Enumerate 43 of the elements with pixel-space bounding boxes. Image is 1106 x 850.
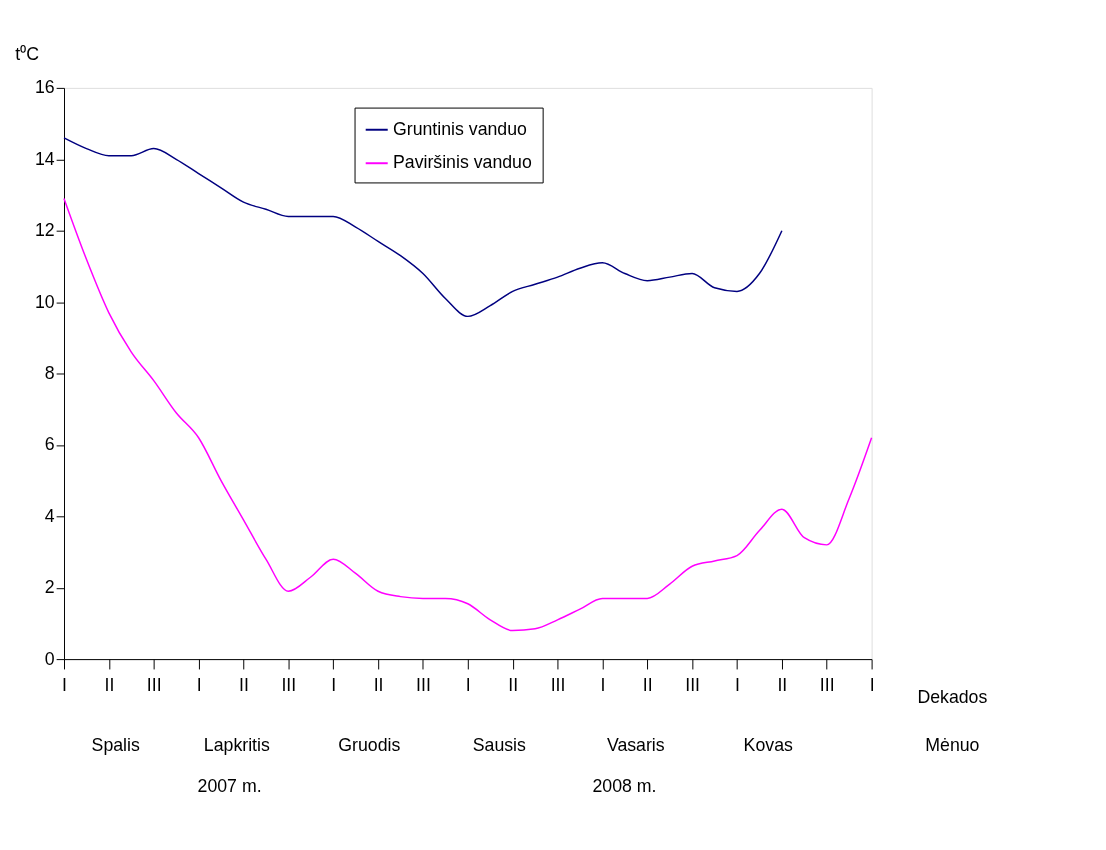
x-tick-label: III [685,675,701,696]
x-tick-label: I [62,675,67,696]
x-tick-label: I [465,675,471,696]
text: Sausis [472,734,527,755]
text: 2007 m. [197,776,262,797]
x-tick-label: III [146,675,162,696]
y-tick-label: 12 [34,220,55,241]
text: Mėnuo [925,734,980,755]
x-tick-label: III [281,675,297,696]
y-tick-label: 16 [34,77,55,98]
y-tick-label: 14 [34,148,55,169]
y-tick-label: 2 [44,577,55,598]
x-tick-label: I [600,675,606,696]
x-tick-label: II [239,675,249,696]
x-tick-label: III [550,675,566,696]
y-axis-title: t⁰C [15,43,40,64]
text: Vasaris [606,734,665,755]
text: Spalis [91,734,140,755]
x-tick-label: III [819,675,835,696]
x-tick-label: I [196,675,202,696]
x-tick-label: II [777,675,788,696]
x-tick-label: III [416,675,431,696]
text: 2008 m. [592,776,657,797]
x-tick-label: I [331,675,337,696]
x-tick-label: I [869,675,875,696]
text: Lapkritis [203,734,270,755]
y-tick-label: 6 [44,434,55,455]
y-tick-label: 10 [34,291,55,312]
x-tick-label: II [104,675,115,696]
y-tick-label: 0 [44,648,55,669]
x-tick-label: II [642,675,653,696]
text: Gruodis [338,734,401,755]
legend-label: Gruntinis vanduo [392,118,528,139]
legend-label: Paviršinis vanduo [392,152,532,173]
x-tick-label: II [373,675,384,696]
y-tick-label: 4 [44,505,55,526]
y-tick-label: 8 [44,362,55,383]
text: Dekados [917,687,988,708]
text: Kovas [743,734,793,755]
line-series [63,197,873,632]
x-tick-label: II [508,675,519,696]
x-tick-label: I [735,675,740,696]
line-series [63,137,783,318]
